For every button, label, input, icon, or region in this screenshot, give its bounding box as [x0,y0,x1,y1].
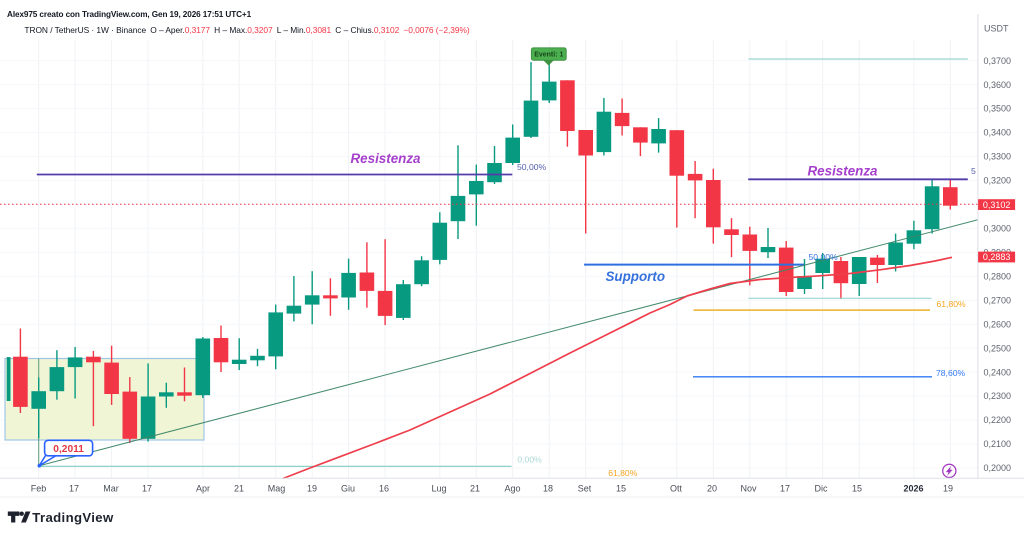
svg-text:61,80%: 61,80% [937,299,967,309]
svg-text:0,3000: 0,3000 [984,224,1012,234]
svg-text:0,2200: 0,2200 [984,415,1012,425]
svg-text:61,80%: 61,80% [608,468,638,478]
svg-text:0,3200: 0,3200 [984,176,1012,186]
svg-text:Apr: Apr [196,484,210,494]
svg-text:0,2800: 0,2800 [984,271,1012,281]
svg-text:TradingView: TradingView [32,510,114,525]
svg-text:18: 18 [543,484,553,494]
svg-text:0,2883: 0,2883 [983,252,1011,262]
svg-text:Set: Set [578,484,592,494]
svg-text:0,2300: 0,2300 [984,391,1012,401]
svg-text:Alex975 creato con TradingView: Alex975 creato con TradingView.com, Gen … [7,10,252,19]
svg-text:TRON / TetherUS · 1W · Binance: TRON / TetherUS · 1W · Binance O – Aper.… [24,25,469,35]
svg-text:Resistenza: Resistenza [808,163,879,178]
svg-text:19: 19 [943,484,953,494]
svg-text:0,3500: 0,3500 [984,104,1012,114]
svg-text:2026: 2026 [903,484,923,494]
svg-text:20: 20 [707,484,717,494]
svg-text:Eventi: 1: Eventi: 1 [534,52,563,59]
svg-text:Mar: Mar [103,484,119,494]
svg-text:0,2011: 0,2011 [53,444,84,455]
svg-text:Dic: Dic [815,484,828,494]
svg-text:15: 15 [616,484,626,494]
svg-text:0,2700: 0,2700 [984,295,1012,305]
svg-text:Nov: Nov [740,484,757,494]
svg-text:0,2400: 0,2400 [984,367,1012,377]
svg-text:0,3300: 0,3300 [984,152,1012,162]
svg-text:17: 17 [69,484,79,494]
svg-text:0,2100: 0,2100 [984,439,1012,449]
svg-text:0,3600: 0,3600 [984,80,1012,90]
svg-text:0,00%: 0,00% [517,455,542,465]
svg-text:5: 5 [971,166,976,176]
svg-text:21: 21 [234,484,244,494]
svg-text:Giu: Giu [341,484,355,494]
svg-text:Supporto: Supporto [606,269,666,284]
svg-text:Ago: Ago [504,484,520,494]
svg-text:17: 17 [142,484,152,494]
svg-text:21: 21 [470,484,480,494]
svg-text:0,2600: 0,2600 [984,319,1012,329]
svg-text:0,2000: 0,2000 [984,463,1012,473]
svg-text:15: 15 [852,484,862,494]
svg-text:Ott: Ott [670,484,683,494]
svg-text:Feb: Feb [31,484,47,494]
svg-text:16: 16 [379,484,389,494]
svg-text:17: 17 [780,484,790,494]
svg-text:19: 19 [307,484,317,494]
svg-text:0,3102: 0,3102 [983,200,1011,210]
svg-text:Mag: Mag [268,484,286,494]
svg-text:50,00%: 50,00% [517,162,547,172]
svg-text:Resistenza: Resistenza [351,151,422,166]
svg-text:0,3400: 0,3400 [984,128,1012,138]
svg-text:50,00%: 50,00% [809,252,839,262]
svg-text:0,2500: 0,2500 [984,343,1012,353]
svg-text:78,60%: 78,60% [936,368,966,378]
svg-text:Lug: Lug [431,484,446,494]
svg-text:0,3700: 0,3700 [984,56,1012,66]
svg-text:USDT: USDT [984,24,1009,34]
